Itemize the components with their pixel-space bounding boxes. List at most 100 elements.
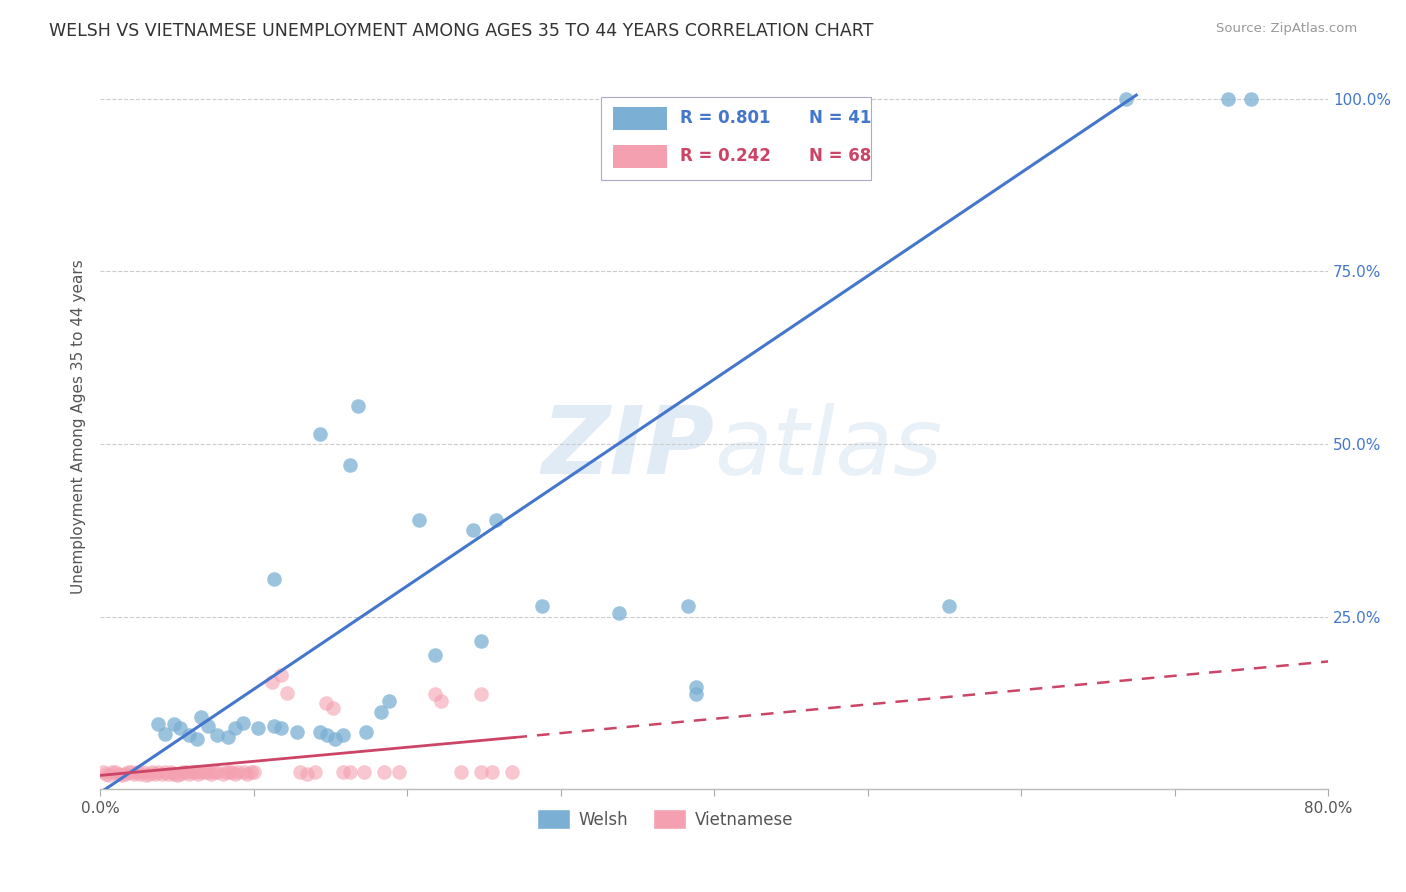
Point — [187, 767, 209, 781]
Point — [190, 709, 212, 723]
Point — [332, 764, 354, 779]
Bar — [613, 145, 668, 168]
Point — [221, 764, 243, 779]
Point — [153, 764, 176, 779]
Point — [308, 725, 330, 739]
Point — [316, 728, 339, 742]
Point — [470, 764, 492, 779]
Point — [1115, 92, 1137, 106]
Point — [304, 764, 326, 779]
Point — [239, 764, 262, 779]
Point — [205, 764, 228, 779]
Point — [150, 767, 173, 781]
Point — [1240, 92, 1263, 106]
Text: atlas: atlas — [714, 403, 942, 494]
Point — [242, 764, 264, 779]
Point — [174, 764, 197, 779]
Point — [153, 727, 176, 741]
Point — [148, 716, 170, 731]
Point — [470, 633, 492, 648]
Point — [501, 764, 523, 779]
Point — [159, 764, 181, 779]
Point — [205, 728, 228, 742]
Point — [169, 722, 191, 736]
Point — [91, 764, 114, 779]
Point — [373, 764, 395, 779]
Text: N = 68: N = 68 — [808, 147, 870, 165]
Point — [200, 767, 222, 781]
Point — [685, 680, 707, 694]
Point — [125, 764, 148, 779]
Point — [169, 767, 191, 781]
Point — [212, 767, 235, 781]
Point — [226, 764, 249, 779]
Point — [114, 767, 136, 781]
Point — [138, 767, 160, 781]
Point — [96, 767, 118, 781]
Text: WELSH VS VIETNAMESE UNEMPLOYMENT AMONG AGES 35 TO 44 YEARS CORRELATION CHART: WELSH VS VIETNAMESE UNEMPLOYMENT AMONG A… — [49, 22, 873, 40]
Point — [332, 728, 354, 742]
Y-axis label: Unemployment Among Ages 35 to 44 years: Unemployment Among Ages 35 to 44 years — [72, 260, 86, 594]
Point — [101, 764, 124, 779]
Point — [117, 764, 139, 779]
Text: Source: ZipAtlas.com: Source: ZipAtlas.com — [1216, 22, 1357, 36]
Point — [135, 768, 157, 782]
Point — [263, 572, 285, 586]
Point — [276, 685, 298, 699]
Point — [470, 687, 492, 701]
Point — [129, 767, 152, 781]
Point — [339, 764, 361, 779]
Point — [1218, 92, 1240, 106]
Point — [260, 675, 283, 690]
Point — [236, 767, 259, 781]
Point — [232, 715, 254, 730]
Text: R = 0.801: R = 0.801 — [679, 110, 770, 128]
Point — [408, 513, 430, 527]
Point — [263, 719, 285, 733]
Point — [285, 725, 308, 739]
Point — [938, 599, 960, 614]
Point — [423, 648, 446, 662]
Point — [141, 764, 163, 779]
Point — [184, 764, 207, 779]
Point — [370, 705, 392, 719]
Point — [308, 426, 330, 441]
Point — [430, 694, 453, 708]
Point — [676, 599, 699, 614]
Point — [186, 732, 208, 747]
Point — [607, 606, 630, 620]
Point — [485, 513, 508, 527]
Point — [107, 767, 129, 781]
Point — [270, 668, 292, 682]
Point — [297, 767, 319, 781]
Point — [423, 687, 446, 701]
Point — [193, 764, 215, 779]
Point — [197, 719, 219, 733]
Point — [202, 764, 225, 779]
Point — [179, 728, 201, 742]
Point — [481, 764, 503, 779]
Point — [163, 716, 186, 731]
Text: ZIP: ZIP — [541, 402, 714, 494]
Point — [531, 599, 554, 614]
Point — [163, 767, 186, 781]
Point — [181, 764, 204, 779]
Point — [339, 458, 361, 472]
Point — [197, 764, 219, 779]
Point — [148, 764, 170, 779]
Legend: Welsh, Vietnamese: Welsh, Vietnamese — [530, 803, 800, 835]
Point — [217, 730, 239, 744]
Point — [224, 722, 246, 736]
Point — [388, 764, 411, 779]
Point — [322, 700, 344, 714]
Point — [166, 768, 188, 782]
Point — [247, 722, 270, 736]
Point — [354, 725, 377, 739]
Point — [218, 764, 240, 779]
Text: N = 41: N = 41 — [808, 110, 872, 128]
Point — [145, 767, 167, 781]
Point — [120, 764, 142, 779]
Point — [111, 768, 134, 782]
Point — [347, 399, 370, 413]
Point — [190, 764, 212, 779]
